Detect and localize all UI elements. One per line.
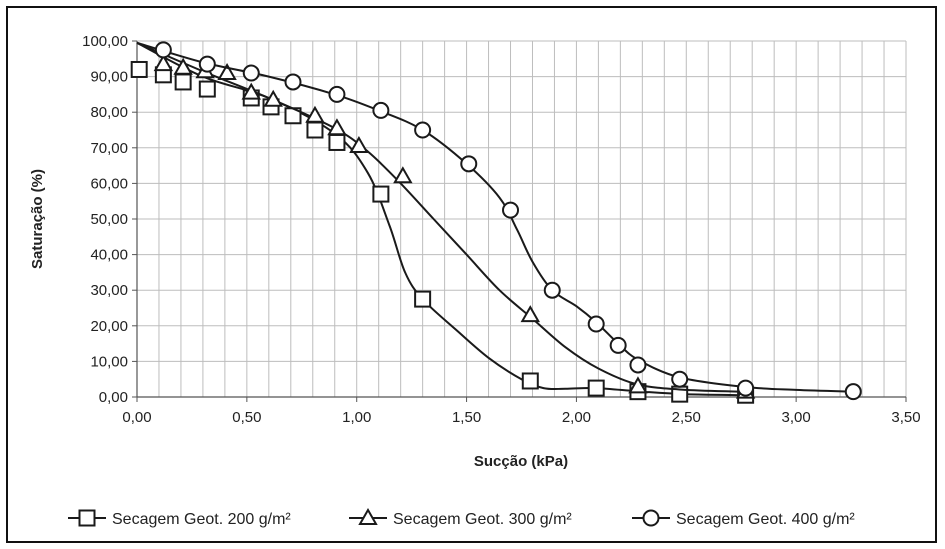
data-point-circle <box>502 201 520 219</box>
series-triangle <box>136 41 756 399</box>
data-point-circle <box>609 336 627 354</box>
data-point-circle <box>671 370 689 388</box>
data-point-circle <box>737 379 755 397</box>
data-point-square <box>372 185 390 203</box>
x-tick-label: 1,50 <box>452 409 481 426</box>
legend-marker-triangle <box>358 507 378 525</box>
data-point-square <box>130 60 148 78</box>
y-tick-label: 20,00 <box>90 318 128 335</box>
y-tick-label: 60,00 <box>90 175 128 192</box>
y-axis-title: Saturação (%) <box>29 169 46 269</box>
y-tick-label: 0,00 <box>99 389 128 406</box>
y-tick-label: 70,00 <box>90 140 128 157</box>
data-point-triangle <box>153 54 174 72</box>
data-point-triangle <box>173 57 193 75</box>
data-point-circle <box>242 64 260 82</box>
y-tick-label: 40,00 <box>90 247 128 264</box>
data-point-circle <box>284 73 302 91</box>
data-point-circle <box>414 121 432 139</box>
data-point-square <box>587 379 605 397</box>
data-point-triangle <box>628 376 648 394</box>
legend-entry-square: Secagem Geot. 200 g/m² <box>68 509 291 528</box>
data-point-square <box>198 80 216 98</box>
data-point-circle <box>543 281 561 299</box>
y-tick-label: 80,00 <box>90 104 128 121</box>
x-tick-label: 3,50 <box>891 409 920 426</box>
x-tick-label: 0,50 <box>232 409 261 426</box>
y-tick-label: 50,00 <box>90 211 128 228</box>
legend-label: Secagem Geot. 400 g/m² <box>676 511 855 528</box>
data-point-square <box>174 73 192 91</box>
data-point-circle <box>328 85 346 103</box>
legend-entry-triangle: Secagem Geot. 300 g/m² <box>349 507 572 528</box>
data-point-triangle <box>349 136 369 154</box>
x-tick-label: 2,50 <box>672 409 701 426</box>
series-line-triangle <box>136 41 746 393</box>
legend-label: Secagem Geot. 300 g/m² <box>393 511 572 528</box>
data-point-triangle <box>327 118 347 136</box>
data-point-square <box>414 290 432 308</box>
data-point-circle <box>154 41 172 59</box>
series-circle <box>136 41 862 401</box>
series-layer <box>130 41 862 404</box>
x-axis-title: Sucção (kPa) <box>474 453 568 470</box>
data-point-square <box>521 372 539 390</box>
legend-marker-circle <box>642 509 660 527</box>
legend: Secagem Geot. 200 g/m² Secagem Geot. 300 … <box>68 507 855 528</box>
tick-labels: 0,00 0,50 1,00 1,50 2,00 2,50 3,00 3,50 0,00 10,0… <box>82 33 920 426</box>
data-point-circle <box>629 356 647 374</box>
data-point-square <box>328 133 346 151</box>
legend-entry-circle: Secagem Geot. 400 g/m² <box>632 509 855 528</box>
data-point-triangle <box>520 305 541 323</box>
data-point-circle <box>198 55 216 73</box>
y-tick-label: 30,00 <box>90 282 128 299</box>
data-point-square <box>306 121 324 139</box>
x-tick-label: 1,00 <box>342 409 371 426</box>
y-tick-label: 90,00 <box>90 69 128 86</box>
data-point-triangle <box>241 82 261 100</box>
data-point-triangle <box>305 105 325 123</box>
data-point-triangle <box>217 63 237 81</box>
x-tick-label: 2,00 <box>562 409 591 426</box>
data-point-circle <box>844 383 862 401</box>
data-point-circle <box>460 155 478 173</box>
x-tick-label: 0,00 <box>122 409 151 426</box>
axes <box>132 40 907 402</box>
data-point-circle <box>372 101 390 119</box>
y-tick-label: 100,00 <box>82 33 128 50</box>
data-point-triangle <box>263 89 283 107</box>
x-tick-label: 3,00 <box>782 409 811 426</box>
y-tick-label: 10,00 <box>90 353 128 370</box>
data-point-circle <box>587 315 605 333</box>
legend-label: Secagem Geot. 200 g/m² <box>112 511 291 528</box>
chart-frame <box>6 6 937 543</box>
legend-marker-square <box>78 509 96 527</box>
data-point-triangle <box>393 166 413 184</box>
